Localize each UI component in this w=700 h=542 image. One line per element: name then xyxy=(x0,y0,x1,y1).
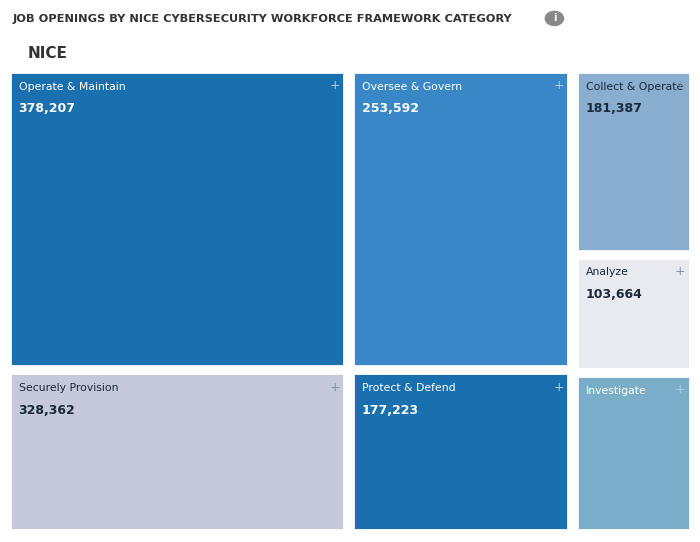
Text: Securely Provision: Securely Provision xyxy=(19,383,118,393)
Text: Analyze: Analyze xyxy=(585,267,629,278)
FancyBboxPatch shape xyxy=(577,257,690,369)
FancyBboxPatch shape xyxy=(577,376,690,530)
Text: Operate & Maintain: Operate & Maintain xyxy=(19,81,125,92)
Text: Oversee & Govern: Oversee & Govern xyxy=(361,81,462,92)
Text: 253,592: 253,592 xyxy=(361,102,419,115)
Text: NICE: NICE xyxy=(28,46,68,61)
FancyBboxPatch shape xyxy=(10,72,344,366)
Text: +: + xyxy=(329,79,340,92)
FancyBboxPatch shape xyxy=(353,373,568,530)
Text: +: + xyxy=(553,381,564,393)
Text: +: + xyxy=(553,79,564,92)
Text: 328,362: 328,362 xyxy=(19,403,76,416)
Text: +: + xyxy=(675,80,685,92)
Text: 177,223: 177,223 xyxy=(361,403,419,416)
Circle shape xyxy=(545,11,564,25)
Text: Collect & Operate: Collect & Operate xyxy=(585,82,682,92)
Text: +: + xyxy=(329,381,340,393)
Text: 181,387: 181,387 xyxy=(585,102,643,115)
FancyBboxPatch shape xyxy=(10,373,344,530)
Text: +: + xyxy=(675,384,685,396)
Text: 103,664: 103,664 xyxy=(585,288,643,301)
Text: +: + xyxy=(675,265,685,278)
Text: Investigate: Investigate xyxy=(585,386,646,396)
Text: JOB OPENINGS BY NICE CYBERSECURITY WORKFORCE FRAMEWORK CATEGORY: JOB OPENINGS BY NICE CYBERSECURITY WORKF… xyxy=(13,14,512,23)
Text: i: i xyxy=(553,14,556,23)
Text: Protect & Defend: Protect & Defend xyxy=(361,383,455,393)
FancyBboxPatch shape xyxy=(577,72,690,251)
FancyBboxPatch shape xyxy=(353,72,568,366)
Text: 378,207: 378,207 xyxy=(19,102,76,115)
